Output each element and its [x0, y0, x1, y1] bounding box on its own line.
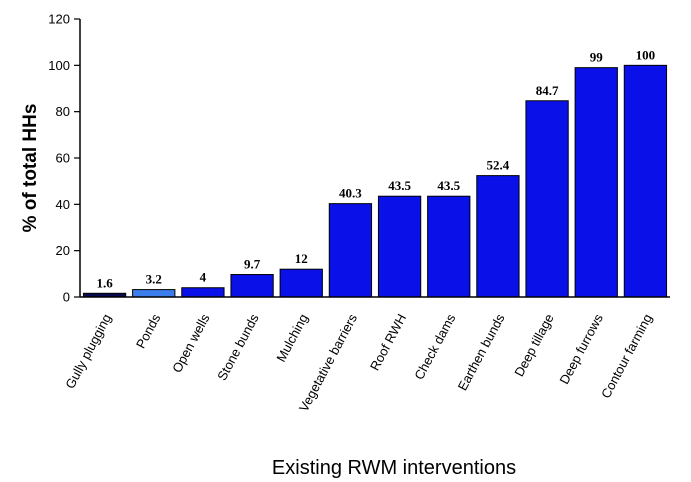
data-label: 12 — [295, 251, 308, 266]
data-label: 52.4 — [487, 158, 510, 173]
category-label: Gully plugging — [62, 311, 114, 391]
bar — [279, 268, 323, 298]
data-label: 99 — [590, 50, 604, 65]
bar — [181, 287, 225, 298]
data-label: 40.3 — [339, 186, 362, 201]
data-labels: 1.6 3.2 4 9.7 12 40.3 43.5 43.5 52.4 84.7 99 100 — [96, 47, 655, 290]
bar — [623, 64, 668, 298]
category-label: Contour farming — [598, 311, 655, 400]
bars — [82, 64, 668, 298]
y-tick-label: 20 — [56, 243, 70, 258]
category-label: Stone bunds — [214, 311, 262, 383]
y-tick-label: 0 — [63, 290, 70, 305]
y-tick-label: 40 — [56, 197, 70, 212]
data-label: 4 — [200, 270, 207, 285]
category-label: Roof RWH — [367, 311, 409, 373]
data-label: 100 — [636, 47, 656, 62]
y-tick-label: 80 — [56, 104, 70, 119]
bar — [230, 274, 274, 298]
y-tick-label: 60 — [56, 151, 70, 166]
bar — [427, 195, 471, 298]
bar — [574, 67, 618, 298]
bar — [525, 100, 569, 298]
category-label: Check dams — [411, 311, 458, 382]
y-tick-label: 120 — [48, 12, 70, 27]
category-label: Open wells — [169, 311, 213, 375]
data-label: 9.7 — [244, 257, 261, 272]
y-axis-ticks: 0 20 40 60 80 100 120 — [48, 12, 80, 305]
data-label: 1.6 — [96, 275, 113, 290]
category-label: Ponds — [133, 311, 164, 351]
category-label: Deep tillage — [511, 311, 556, 379]
data-label: 43.5 — [388, 178, 411, 193]
data-label: 3.2 — [146, 272, 162, 287]
category-labels: Gully plugging Ponds Open wells Stone bunds… — [62, 311, 655, 414]
category-label: Deep furrows — [556, 311, 606, 387]
bar — [377, 195, 422, 298]
bar — [132, 289, 176, 298]
category-label: Mulching — [273, 311, 311, 364]
bar — [328, 203, 373, 298]
data-label: 43.5 — [437, 178, 460, 193]
x-axis-title: Existing RWM interventions — [272, 457, 516, 479]
category-label: Earthen bunds — [455, 311, 508, 393]
bar — [476, 175, 520, 298]
data-label: 84.7 — [536, 83, 559, 98]
y-axis-title: % of total HHs — [20, 104, 41, 233]
y-tick-label: 100 — [48, 58, 70, 73]
